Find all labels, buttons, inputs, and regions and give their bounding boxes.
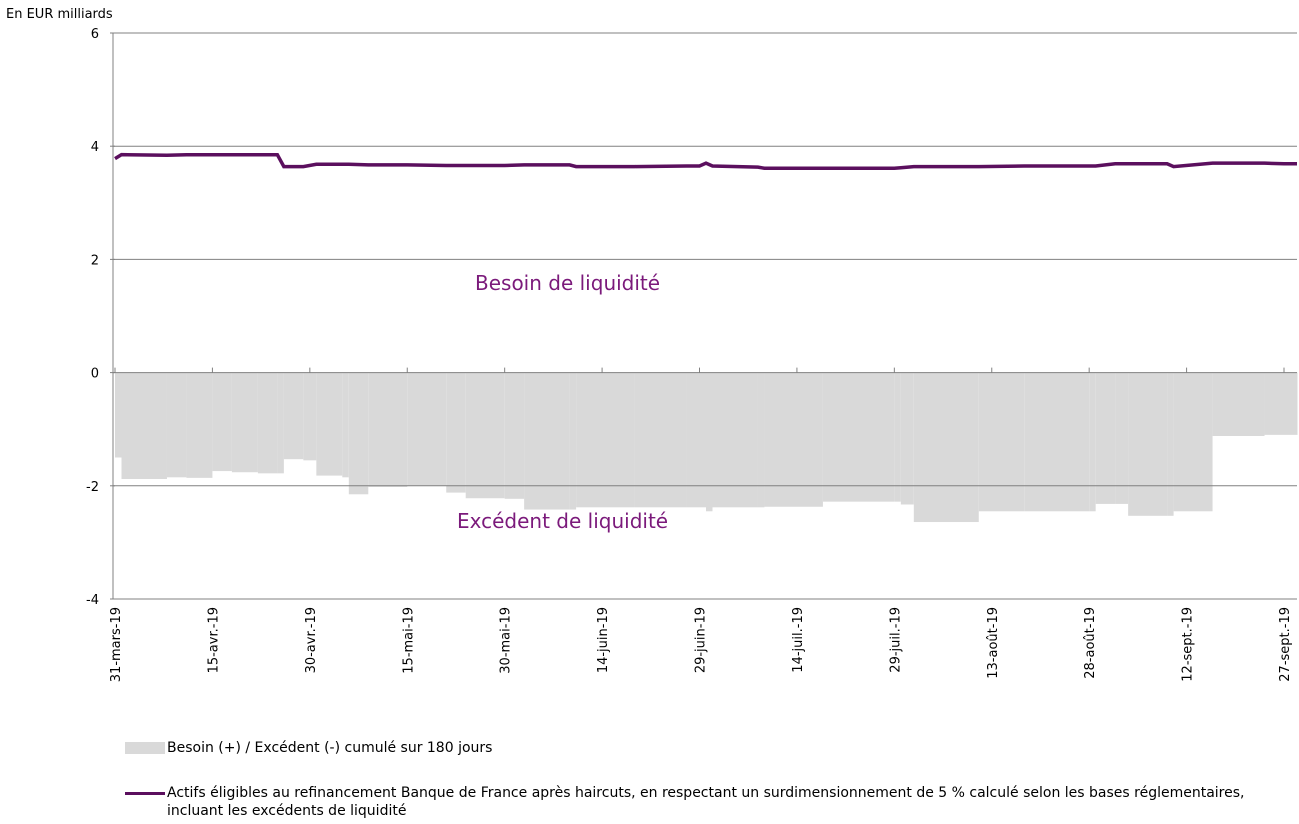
- bar: [1128, 372, 1168, 516]
- bar: [894, 372, 901, 502]
- bar: [166, 372, 187, 478]
- y-tick-label: 6: [91, 27, 99, 42]
- bar: [1173, 372, 1213, 512]
- x-tick-label: 27-sept.-19: [1278, 607, 1293, 682]
- bar: [1167, 372, 1174, 516]
- legend-item: Besoin (+) / Excédent (-) cumulé sur 180…: [125, 739, 492, 757]
- bar: [504, 372, 525, 499]
- legend-label: Actifs éligibles au refinancement Banque…: [167, 785, 1245, 819]
- y-tick-label: 4: [91, 140, 99, 155]
- x-tick-label: 14-juil.-19: [791, 607, 806, 673]
- x-tick-label: 31-mars-19: [109, 607, 124, 682]
- bar: [1115, 372, 1129, 504]
- bar: [634, 372, 687, 508]
- bar: [1024, 372, 1090, 512]
- x-tick-label: 12-sept.-19: [1181, 607, 1196, 682]
- bar: [283, 372, 304, 460]
- bar: [1284, 372, 1297, 435]
- bar: [524, 372, 570, 510]
- y-tick-label: -2: [86, 480, 99, 495]
- bar: [1264, 372, 1285, 435]
- annotation: Besoin de liquidité: [475, 271, 660, 295]
- bar: [569, 372, 577, 510]
- chart: En EUR milliards -4 -2 0 2 4 6 31-mars-19 15-av…: [6, 7, 1298, 682]
- bar: [342, 372, 349, 478]
- bar: [277, 372, 284, 474]
- bar: [1212, 372, 1265, 436]
- bar: [465, 372, 505, 499]
- bar: [900, 372, 914, 505]
- y-axis-label: En EUR milliards: [6, 7, 113, 22]
- bar: [712, 372, 758, 508]
- bar: [316, 372, 343, 476]
- legend-swatch: [125, 742, 165, 754]
- bar: [303, 372, 317, 461]
- bar: [348, 372, 369, 495]
- x-tick-label: 29-juil.-19: [888, 607, 903, 673]
- bar: [686, 372, 700, 508]
- bar: [231, 372, 258, 473]
- bar: [978, 372, 1025, 512]
- bar: [368, 372, 408, 487]
- bar: [576, 372, 635, 508]
- bar: [1297, 372, 1298, 435]
- y-tick-label: 2: [91, 253, 99, 268]
- x-tick-label: 29-juin-19: [694, 607, 709, 673]
- bar: [212, 372, 232, 472]
- bar: [446, 372, 466, 493]
- bar: [186, 372, 213, 478]
- legend-item: Actifs éligibles au refinancement Banque…: [125, 784, 1285, 820]
- bar: [706, 372, 713, 512]
- bar: [1095, 372, 1116, 504]
- bar: [121, 372, 167, 480]
- x-tick-label: 13-août-19: [986, 607, 1001, 679]
- x-tick-label: 28-août-19: [1083, 607, 1098, 679]
- bar: [1089, 372, 1096, 512]
- annotation: Excédent de liquidité: [457, 509, 668, 533]
- bar: [913, 372, 979, 523]
- y-tick-label: -4: [86, 593, 99, 608]
- bar: [407, 372, 447, 486]
- legend-swatch: [125, 792, 165, 795]
- bar: [699, 372, 706, 508]
- line: [114, 152, 1297, 171]
- legend-label: Besoin (+) / Excédent (-) cumulé sur 180…: [167, 740, 493, 756]
- x-tick-label: 15-mai-19: [401, 607, 416, 674]
- bar: [257, 372, 278, 474]
- y-tick-label: 0: [91, 367, 99, 382]
- bar: [764, 372, 823, 507]
- bar: [757, 372, 765, 508]
- bar: [822, 372, 895, 502]
- bar: [115, 372, 122, 458]
- x-tick-label: 15-avr.-19: [206, 607, 221, 673]
- x-tick-label: 30-avr.-19: [304, 607, 319, 673]
- x-tick-label: 14-juin-19: [596, 607, 611, 673]
- x-tick-label: 30-mai-19: [499, 607, 514, 674]
